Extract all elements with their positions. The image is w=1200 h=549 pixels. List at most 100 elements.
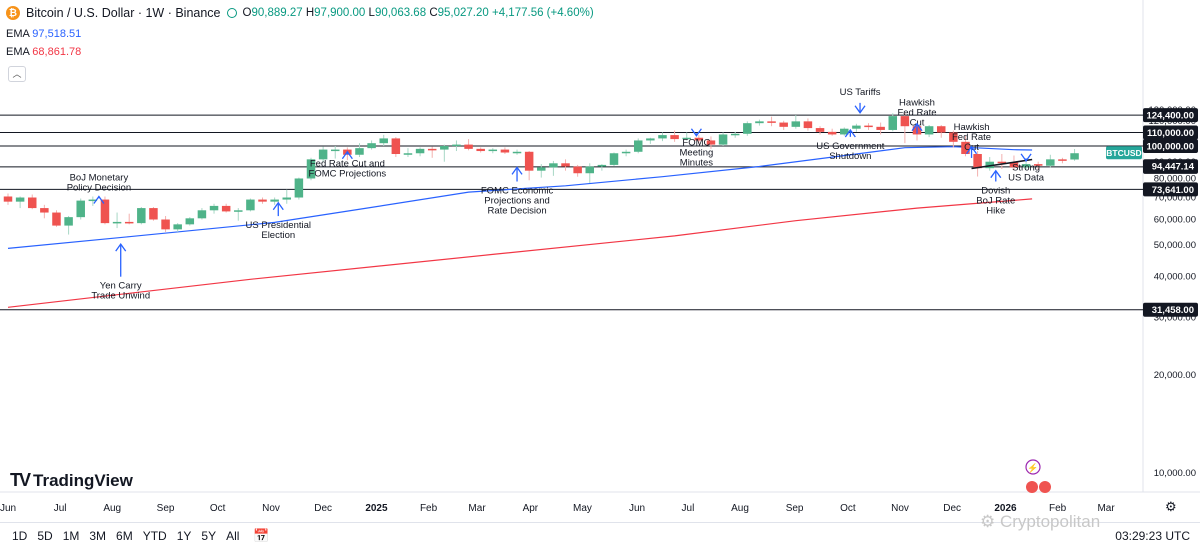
key-level-label: 100,000.00 [1146, 142, 1194, 153]
timeframe-5y[interactable]: 5Y [201, 529, 217, 543]
y-tick-label: 50,000.00 [1154, 240, 1196, 251]
ema-fast-legend[interactable]: EMA 97,518.51 [6, 28, 82, 40]
timeframe-6m[interactable]: 6M [116, 529, 133, 543]
change-value: +4,177.56 (+4.60%) [492, 7, 594, 19]
annotation-arrow-head [115, 243, 127, 252]
us-flag-icon [1026, 481, 1038, 493]
x-tick-label: May [573, 503, 592, 514]
ema-slow-legend[interactable]: EMA 68,861.78 [6, 46, 82, 58]
x-tick-label: 2025 [365, 503, 388, 514]
symbol-tag [1106, 146, 1142, 160]
annotation-arrow-head [911, 122, 923, 132]
candle-body [537, 167, 546, 171]
ema-slow-value: 68,861.78 [32, 46, 82, 58]
candle-body [3, 196, 13, 202]
candle-body [403, 153, 413, 155]
candle-body [900, 116, 910, 127]
candle-body [864, 125, 873, 128]
candle-body [573, 166, 582, 174]
candle-body [379, 138, 388, 144]
candle-body [367, 143, 376, 149]
key-level-tag [1143, 139, 1198, 153]
y-tick-label: 80,000.00 [1154, 174, 1196, 185]
key-level-tag [1143, 302, 1198, 317]
annotation-label: Fed Rate Cut and [310, 159, 385, 170]
annotation-label: Policy Decision [67, 182, 131, 193]
annotation-arrow-head [272, 201, 284, 211]
price-chart[interactable]: 10,000.00 20,000.00 30,000.00 40,000.00 50,0… [0, 0, 1200, 522]
candle-body [149, 208, 158, 220]
x-tick-label: Sep [157, 503, 175, 514]
annotation-arrow-head [844, 128, 856, 138]
candle-body [40, 208, 49, 213]
annotation-label: Election [261, 230, 295, 241]
candle-body [670, 135, 679, 140]
annotation-label: Projections and [484, 195, 549, 206]
candle-body [209, 205, 219, 211]
candle-body [694, 137, 704, 141]
candle-body [949, 132, 958, 142]
annotation-label: FOMC [682, 137, 710, 148]
annotation-arrow-head [690, 128, 702, 137]
clock-readout[interactable]: 03:29:23 UTC [1115, 529, 1190, 543]
timeframe-ytd[interactable]: YTD [142, 529, 167, 543]
ema-slow-line [7, 198, 1033, 308]
chart-header: ₿ Bitcoin / U.S. Dollar · 1W · Binance O… [6, 6, 594, 20]
key-level-label: 31,458.00 [1152, 305, 1194, 316]
x-tick-label: Aug [103, 503, 121, 514]
candle-body [561, 163, 570, 167]
key-level-tag [1143, 108, 1198, 123]
candle-body [597, 164, 607, 167]
candle-body [161, 219, 170, 230]
market-status-icon [226, 8, 237, 18]
candle-body [294, 178, 304, 198]
annotation-label: Meeting [680, 147, 714, 158]
candle-body [76, 200, 85, 218]
x-tick-label: Dec [314, 503, 332, 514]
x-tick-label: Mar [1097, 503, 1115, 514]
collapse-legend-button[interactable]: ︿ [8, 66, 26, 82]
candle-body [585, 166, 595, 174]
candle-body [476, 148, 485, 152]
candle-body [500, 149, 510, 153]
candle-body [355, 148, 364, 155]
timeframe-all[interactable]: All [226, 529, 240, 543]
symbol-title[interactable]: Bitcoin / U.S. Dollar · 1W · Binance [26, 6, 221, 20]
candle-body [88, 199, 98, 202]
x-tick-label: Nov [891, 503, 909, 514]
bottom-toolbar: 1D 5D 1M 3M 6M YTD 1Y 5Y All 📅 03:29:23 … [0, 522, 1200, 549]
candle-body [985, 161, 994, 169]
annotation-label: Shutdown [829, 151, 871, 162]
candle-body [815, 128, 825, 132]
candle-body [646, 138, 655, 141]
calendar-icon[interactable]: 📅 [253, 528, 270, 543]
annotation-label: Hawkish [954, 122, 990, 133]
watermark-logo-icon: ⚙ [980, 512, 996, 531]
timeframe-1m[interactable]: 1M [62, 529, 80, 543]
gear-icon[interactable]: ⚙ [1165, 499, 1177, 514]
timeframe-1d[interactable]: 1D [12, 529, 28, 543]
candle-body [961, 141, 970, 155]
annotation-label: US Data [1008, 172, 1045, 183]
timeframe-5d[interactable]: 5D [37, 529, 53, 543]
candle-body [197, 210, 207, 219]
candle-body [100, 199, 110, 224]
timeframe-3m[interactable]: 3M [89, 529, 107, 543]
annotation-label: BoJ Rate [976, 195, 1015, 206]
annotation-arrow-head [1020, 153, 1032, 163]
candle-body [246, 199, 255, 211]
annotation-label: Fed Rate [897, 108, 936, 119]
annotation-label: Fed Rate [952, 132, 991, 143]
annotation-label: Hawkish [899, 98, 935, 109]
timeframe-1y[interactable]: 1Y [176, 529, 192, 543]
candle-body [743, 123, 752, 134]
tradingview-logo: TV TradingView [10, 470, 133, 490]
candle-body [621, 151, 631, 154]
candle-body [609, 153, 619, 165]
close-value: 95,027.20 [437, 7, 489, 19]
annotation-label: Rate Decision [487, 205, 546, 216]
annotation-label: FOMC Projections [309, 169, 387, 180]
candle-body [391, 138, 401, 155]
candle-body [234, 210, 243, 212]
candle-body [488, 149, 498, 152]
